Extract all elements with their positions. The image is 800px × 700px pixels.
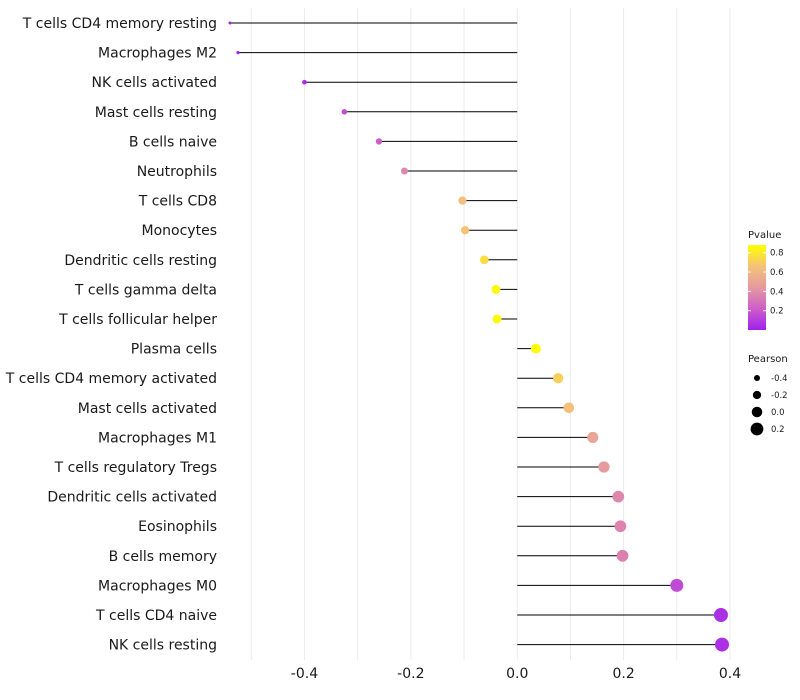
y-tick-label: NK cells activated [92, 75, 217, 91]
point [614, 520, 627, 533]
x-axis-ticks: -0.4 -0.2 0.0 0.2 0.4 [291, 666, 741, 682]
point [715, 637, 730, 652]
point [713, 608, 728, 622]
y-tick-label: Neutrophils [137, 164, 217, 180]
legend-pearson-key [753, 374, 761, 382]
y-tick-label: T cells CD8 [138, 194, 217, 210]
y-tick-label: Plasma cells [131, 342, 217, 358]
y-tick-label: Monocytes [142, 223, 217, 239]
y-tick-label: T cells CD4 memory resting [22, 16, 217, 32]
point [492, 314, 502, 324]
point [530, 343, 541, 354]
y-tick-label: T cells gamma delta [74, 282, 217, 298]
legend-pearson: Pearson -0.4 -0.2 0.0 0.2 [748, 354, 788, 436]
point [491, 284, 501, 294]
y-tick-label: Mast cells resting [95, 105, 217, 121]
legend-pearson-key [751, 406, 763, 418]
legend-pvalue-label: 0.8 [770, 249, 784, 259]
legend-pvalue-label: 0.4 [770, 287, 784, 297]
legend-pvalue-title: Pvalue [748, 230, 781, 241]
legend-pearson-label: 0.2 [771, 425, 785, 435]
point [670, 578, 684, 592]
x-tick-label: 0.4 [719, 666, 741, 682]
grid-lines [250, 8, 731, 660]
x-tick-label: 0.0 [506, 666, 528, 682]
x-tick-label: -0.4 [291, 666, 318, 682]
point [587, 431, 599, 443]
y-axis-labels: T cells CD4 memory resting Macrophages M2… [5, 16, 217, 654]
y-tick-label: B cells memory [109, 549, 217, 565]
legend-pearson-label: -0.4 [771, 374, 788, 384]
x-tick-label: -0.2 [397, 666, 424, 682]
point [460, 226, 470, 235]
point [612, 490, 625, 503]
y-tick-label: Macrophages M2 [98, 46, 217, 62]
legend-pearson-key [752, 390, 762, 400]
point [236, 51, 240, 55]
point [401, 167, 408, 175]
y-tick-label: NK cells resting [109, 638, 217, 654]
y-tick-label: B cells naive [129, 134, 217, 150]
point [616, 549, 629, 562]
y-tick-label: T cells regulatory Tregs [54, 460, 217, 476]
y-tick-label: Dendritic cells resting [64, 253, 217, 269]
y-tick-label: Macrophages M0 [98, 578, 217, 594]
point [341, 109, 348, 115]
legend-pvalue: Pvalue 0.2 0.4 0.6 0.8 [748, 230, 784, 330]
x-tick-label: 0.2 [612, 666, 634, 682]
y-tick-label: T cells CD4 memory activated [5, 371, 217, 387]
point [458, 196, 467, 205]
legend-pvalue-label: 0.2 [770, 307, 784, 317]
y-tick-label: T cells CD4 naive [95, 608, 217, 624]
points [228, 21, 730, 652]
y-tick-label: Mast cells activated [78, 401, 217, 417]
point [302, 79, 307, 85]
legend-pvalue-colorbar [748, 245, 766, 330]
legend-pvalue-label: 0.6 [770, 268, 784, 278]
legend-pearson-title: Pearson [748, 354, 788, 365]
point [598, 461, 610, 473]
legend-pearson-label: 0.0 [771, 408, 785, 418]
y-tick-label: Macrophages M1 [98, 430, 217, 446]
y-tick-label: T cells follicular helper [58, 312, 217, 328]
point [479, 255, 489, 265]
point [228, 21, 232, 25]
stems [230, 22, 723, 646]
legend-pearson-key [750, 422, 764, 436]
point [375, 138, 383, 145]
y-tick-label: Dendritic cells activated [47, 490, 217, 506]
point [563, 402, 575, 414]
y-tick-label: Eosinophils [138, 519, 217, 535]
legend-pearson-label: -0.2 [771, 391, 788, 401]
point [553, 373, 564, 384]
